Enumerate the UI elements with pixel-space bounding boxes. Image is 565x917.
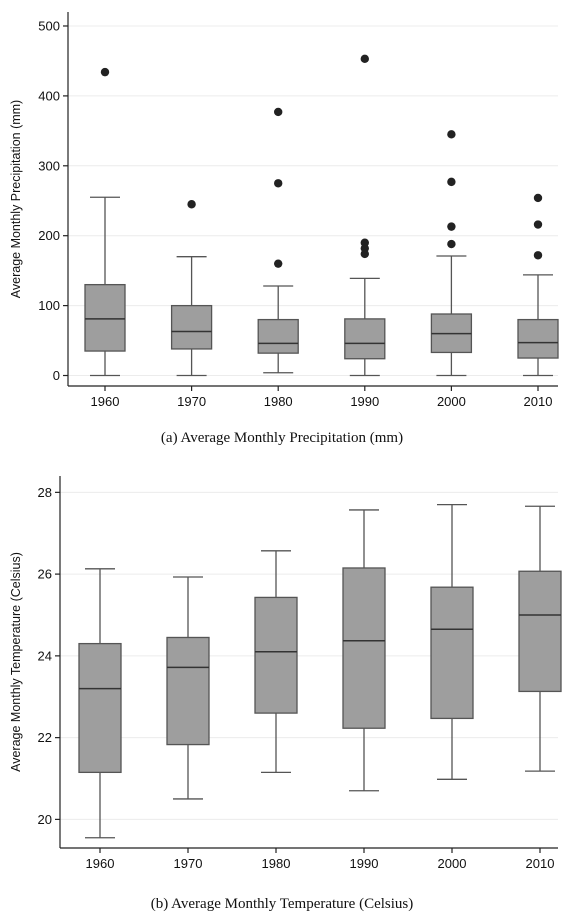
x-tick-label: 1960 (91, 394, 120, 409)
box-iqr (342, 567, 386, 729)
x-tick-label: 1970 (174, 856, 203, 871)
y-tick-label: 22 (38, 730, 52, 745)
x-tick-label: 1970 (177, 394, 206, 409)
box-iqr (166, 636, 210, 746)
box-iqr (344, 318, 386, 360)
y-tick-label: 400 (38, 88, 60, 103)
x-tick-label: 1960 (86, 856, 115, 871)
outlier-point (533, 220, 543, 229)
y-tick-label: 28 (38, 485, 52, 500)
x-tick-label: 2000 (438, 856, 467, 871)
box-iqr (78, 642, 122, 774)
y-tick-label: 500 (38, 18, 60, 33)
y-tick-label: 100 (38, 298, 60, 313)
outlier-point (187, 200, 196, 209)
outlier-point (360, 238, 369, 247)
y-axis-label: Average Monthly Precipitation (mm) (9, 100, 23, 298)
y-tick-label: 26 (38, 567, 52, 582)
box-iqr (170, 304, 213, 350)
y-tick-label: 20 (38, 812, 52, 827)
precipitation-chart: 0 100 200 300 400 500 1960 1970 1980 1990 2000 2010… (9, 12, 559, 446)
outlier-point (447, 130, 456, 139)
box-iqr (430, 586, 474, 720)
outlier-point (360, 54, 369, 64)
y-tick-label: 0 (53, 368, 60, 383)
x-tick-label: 1980 (264, 394, 293, 409)
y-axis-label: Average Monthly Temperature (Celsius) (9, 552, 23, 772)
x-tick-label: 1990 (350, 856, 379, 871)
chart-caption: (b) Average Monthly Temperature (Celsius… (151, 896, 414, 912)
outlier-point (274, 107, 283, 117)
x-tick-label: 2010 (526, 856, 555, 871)
outlier-point (447, 177, 456, 187)
temperature-chart: 20 22 24 26 28 1960 1970 1980 1990 2000 2010 Averag… (9, 476, 562, 912)
box-iqr (257, 318, 299, 354)
outlier-point (447, 222, 456, 231)
y-tick-label: 24 (38, 648, 52, 663)
outlier-point (100, 67, 110, 77)
box-iqr (84, 283, 126, 352)
y-tick-label: 300 (38, 158, 60, 173)
outlier-point (533, 193, 543, 203)
box-iqr (518, 570, 562, 693)
outlier-point (447, 239, 456, 249)
outlier-point (274, 179, 283, 188)
y-tick-label: 200 (38, 228, 60, 243)
outlier-point (533, 251, 543, 260)
chart-caption: (a) Average Monthly Precipitation (mm) (161, 430, 403, 446)
box-iqr (517, 318, 559, 359)
x-tick-label: 2000 (437, 394, 466, 409)
x-tick-label: 2010 (524, 394, 553, 409)
outlier-point (274, 259, 283, 268)
x-tick-label: 1990 (350, 394, 379, 409)
box-iqr (254, 596, 298, 714)
x-tick-label: 1980 (262, 856, 291, 871)
